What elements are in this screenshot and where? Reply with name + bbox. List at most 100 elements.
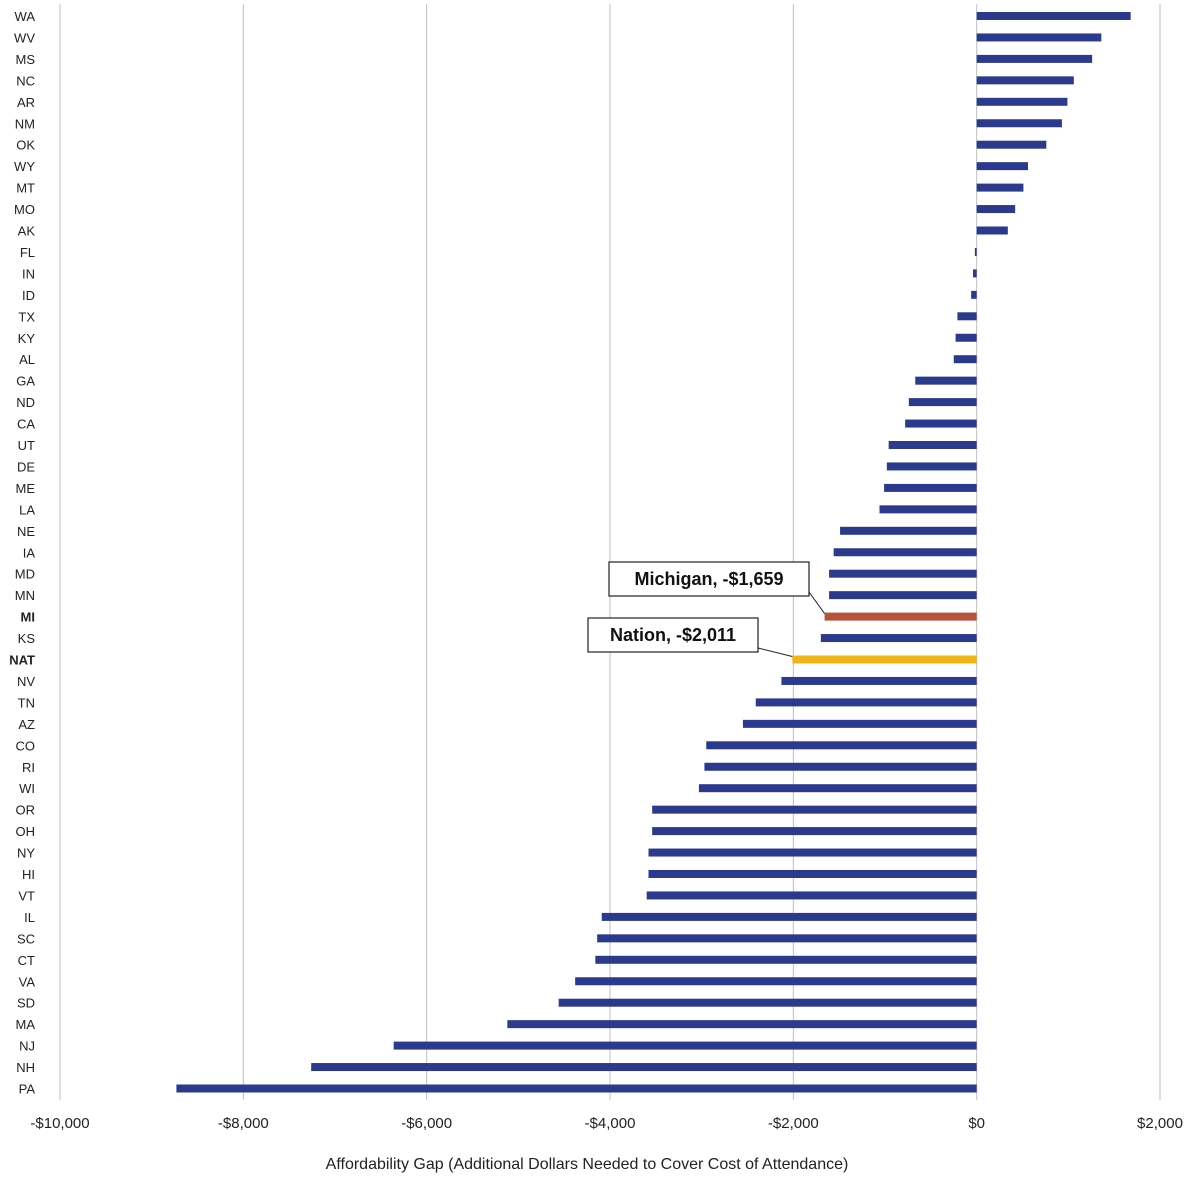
category-label: AZ [18, 717, 35, 732]
bar-or [652, 805, 977, 814]
bar-me [884, 483, 977, 492]
bar-nh [311, 1063, 977, 1072]
bar-wv [976, 33, 1102, 42]
category-label: NH [16, 1060, 35, 1075]
x-tick-labels: -$10,000 -$8,000 -$6,000 -$4,000 -$2,000 $0 $2… [30, 1115, 1183, 1132]
bar-ga [915, 376, 977, 385]
category-label: AR [17, 95, 35, 110]
bar-nc [976, 76, 1074, 85]
category-label: MS [16, 52, 36, 67]
bar-ut [888, 441, 977, 449]
category-label: KY [18, 331, 36, 346]
category-label: ID [22, 288, 35, 303]
category-label: KS [18, 631, 36, 646]
bar-ia [833, 548, 977, 557]
category-label: NM [15, 116, 35, 131]
callout-box [608, 561, 810, 597]
category-label: OH [16, 824, 36, 839]
x-axis-title: Affordability Gap (Additional Dollars Ne… [326, 1156, 849, 1173]
callout-leader [757, 647, 793, 657]
bar-tn [755, 698, 977, 707]
category-label: WI [19, 781, 35, 796]
bar-al [953, 355, 977, 364]
bar-hi [648, 870, 977, 878]
category-label: WV [14, 30, 35, 45]
bar-ct [595, 955, 977, 964]
bar-az [742, 719, 977, 728]
category-label: CO [16, 738, 36, 753]
bar-ak [976, 226, 1008, 235]
category-label: IN [22, 266, 35, 281]
bar-wy [976, 162, 1028, 171]
category-label: WA [15, 9, 36, 24]
callout-label: Nation, -$2,011 [610, 625, 736, 645]
category-label: WY [14, 159, 35, 174]
callouts: Michigan, -$1,659 Nation, -$2,011 [587, 561, 825, 657]
category-label: MT [16, 181, 35, 196]
x-tick-label: -$6,000 [401, 1115, 452, 1132]
bar-vt [646, 891, 977, 900]
bars [176, 12, 1131, 1093]
category-label: UT [18, 438, 35, 453]
category-label: MI [21, 610, 35, 625]
category-label: LA [19, 502, 35, 517]
callout-box [587, 617, 759, 653]
bar-ne [840, 526, 977, 535]
category-label: NC [16, 73, 35, 88]
bar-md [829, 569, 977, 578]
category-label: MO [14, 202, 35, 217]
category-label: MN [15, 588, 35, 603]
category-label: NAT [9, 653, 35, 668]
category-label: IL [24, 910, 35, 925]
callout-leader [808, 591, 825, 614]
bar-fl [974, 247, 977, 256]
bar-ms [976, 54, 1093, 63]
category-label: SD [17, 996, 35, 1011]
bar-sd [558, 998, 977, 1007]
bar-pa [176, 1084, 977, 1093]
category-label: OR [16, 803, 36, 818]
x-tick-label: -$10,000 [30, 1115, 89, 1132]
x-tick-label: -$8,000 [218, 1115, 269, 1132]
category-label: PA [19, 1082, 36, 1097]
bar-va [575, 977, 977, 986]
x-tick-label: $0 [968, 1115, 985, 1132]
category-label: MA [16, 1017, 36, 1032]
category-labels: WA WV MS NC AR NM OK WY MT MO AK FL IN ID TX KY AL GA ND CA… [9, 9, 35, 1097]
callout-label: Michigan, -$1,659 [634, 569, 783, 589]
category-label: IA [23, 545, 36, 560]
category-label: CA [17, 417, 35, 432]
bar-ar [976, 97, 1068, 106]
category-label: AK [18, 224, 36, 239]
bar-tx [957, 312, 977, 321]
category-label: TN [18, 695, 35, 710]
bar-ma [507, 1020, 977, 1029]
bar-id [971, 290, 977, 299]
bar-la [879, 505, 977, 514]
bar-ky [955, 333, 977, 342]
category-label: ND [16, 395, 35, 410]
category-label: MD [15, 567, 35, 582]
bar-mt [976, 183, 1024, 192]
bar-co [706, 741, 977, 750]
category-label: AL [19, 352, 35, 367]
bar-ok [976, 140, 1047, 149]
bar-mi [824, 612, 977, 621]
category-label: NV [17, 674, 35, 689]
bar-nd [908, 398, 977, 407]
bar-mo [976, 205, 1016, 214]
bar-oh [652, 827, 977, 836]
bar-sc [597, 934, 977, 943]
bar-ca [905, 419, 977, 428]
bar-ks [820, 634, 977, 643]
bar-nat [792, 655, 977, 664]
bar-wi [698, 784, 977, 793]
bar-de [886, 462, 977, 471]
bar-nv [781, 676, 977, 685]
category-label: OK [16, 138, 35, 153]
bar-ri [704, 762, 977, 771]
x-tick-label: -$4,000 [585, 1115, 636, 1132]
x-tick-label: -$2,000 [768, 1115, 819, 1132]
bar-nm [976, 119, 1062, 128]
